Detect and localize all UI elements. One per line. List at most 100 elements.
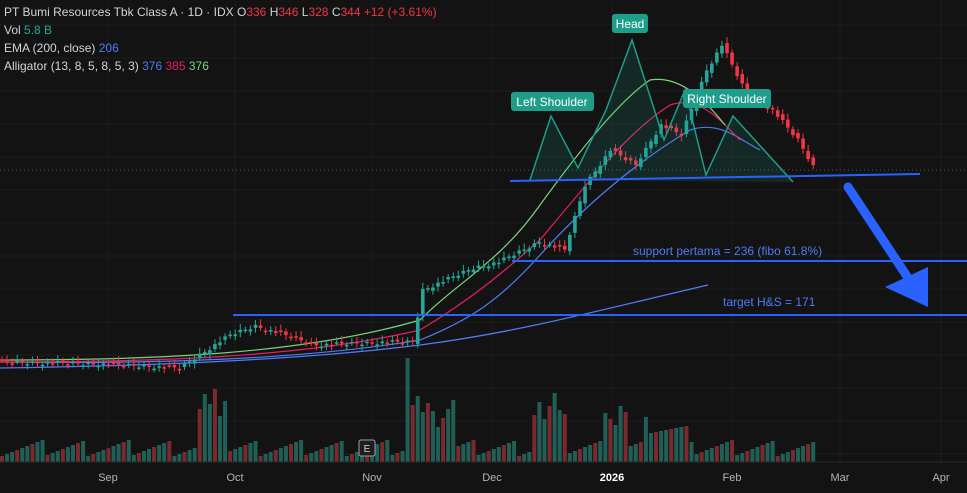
volume-bar (628, 446, 633, 462)
candle-body (775, 110, 780, 117)
earnings-marker-label: E (364, 444, 371, 455)
candle-body (456, 275, 461, 278)
candle-body (132, 363, 136, 366)
x-axis-label: Apr (932, 472, 949, 484)
candle-body (593, 171, 597, 178)
volume-bar (304, 455, 309, 462)
ema-path (0, 284, 709, 369)
volume-bar (648, 433, 653, 462)
candle-body (238, 329, 243, 333)
volume-bar (552, 393, 557, 462)
legend-alligator-row[interactable]: Alligator (13, 8, 5, 8, 5, 3) 376 385 37… (4, 57, 437, 75)
volume-bar (253, 441, 258, 462)
volume-bar (65, 447, 70, 462)
volume-bar (593, 443, 598, 462)
volume-bar (375, 444, 380, 462)
candle-body (486, 266, 491, 269)
candle-body (172, 364, 177, 368)
volume-bar (522, 454, 527, 462)
high-value: 346 (278, 5, 299, 19)
legend-volume-row[interactable]: Vol 5.8 B (4, 21, 437, 39)
volume-bar (740, 453, 745, 462)
ema-label: EMA (200, close) (4, 41, 96, 55)
candle-body (725, 43, 729, 54)
volume-bar (319, 449, 324, 462)
price-levels[interactable] (233, 260, 967, 316)
candle-body (791, 129, 795, 136)
candle-body (334, 342, 339, 344)
candle-body (304, 342, 308, 344)
head-shoulders-pattern[interactable] (509, 37, 921, 183)
x-axis[interactable]: Sep Oct Nov Dec 2026 Feb Mar Apr (0, 461, 967, 484)
volume-bar (765, 443, 770, 462)
candle-body (355, 341, 359, 344)
candle-body (350, 341, 354, 344)
candle-body (284, 331, 288, 336)
volume-bar (147, 449, 152, 462)
candle-body (35, 361, 40, 364)
candle-body (476, 265, 481, 268)
candle-body (365, 341, 369, 344)
candle-body (633, 160, 638, 165)
legend-symbol-row: PT Bumi Resources Tbk Class A · 1D · IDX… (4, 3, 437, 21)
symbol-title[interactable]: PT Bumi Resources Tbk Class A · 1D · IDX (4, 5, 234, 19)
pattern-labels: Left Shoulder Head Right Shoulder suppor… (511, 14, 822, 309)
volume-bar (714, 446, 719, 462)
candle-body (91, 363, 96, 365)
volume-bar (192, 448, 197, 462)
volume-bar (643, 417, 648, 462)
volume-bar (106, 448, 111, 462)
volume-bar (121, 442, 126, 462)
candle-body (344, 344, 349, 347)
volume-bar (633, 444, 638, 462)
candle-body (10, 363, 14, 365)
candle-body (152, 368, 156, 371)
candle-body (568, 234, 572, 252)
head-box (612, 14, 648, 33)
volume-bar (790, 450, 795, 462)
candle-body (527, 248, 532, 252)
candle-body (96, 365, 101, 368)
candle-body (147, 365, 151, 367)
volume-bar (725, 442, 730, 462)
candle-body (142, 364, 146, 367)
volume-bar (598, 441, 603, 462)
left-shoulder-label: Left Shoulder (516, 95, 587, 109)
volume-bar (486, 451, 491, 462)
volume-bar (456, 446, 461, 462)
candle-body (715, 52, 719, 63)
earnings-marker[interactable]: E (358, 439, 376, 457)
volume-bar (760, 445, 765, 462)
candle-body (537, 242, 542, 244)
candle-body (674, 127, 679, 133)
volume-bar (517, 456, 522, 462)
volume-bar (30, 444, 35, 462)
candle-body (314, 342, 319, 346)
volume-bar (507, 443, 511, 462)
volume-bar (15, 450, 20, 462)
open-value: 336 (246, 5, 267, 19)
volume-bar (96, 452, 101, 462)
candle-body (517, 250, 521, 254)
volume-bar (694, 454, 699, 462)
candle-body (208, 350, 212, 355)
candle-body (806, 150, 810, 160)
volume-bar (131, 455, 136, 462)
volume-bar (81, 441, 86, 462)
candle-body (218, 342, 222, 346)
candle-body (253, 324, 258, 328)
volume-bar (354, 452, 359, 462)
candle-body (263, 330, 268, 333)
candle-body (66, 364, 70, 366)
candle-body (451, 276, 456, 278)
volume-bar (750, 449, 755, 462)
legend-ema-row[interactable]: EMA (200, close) 206 (4, 39, 437, 57)
candle-body (608, 150, 613, 158)
candle-body (324, 343, 329, 346)
candle-body (0, 359, 4, 361)
volume-bar (446, 409, 451, 462)
candle-body (639, 158, 643, 168)
candle-body (45, 362, 50, 364)
volume-bar (76, 443, 81, 462)
